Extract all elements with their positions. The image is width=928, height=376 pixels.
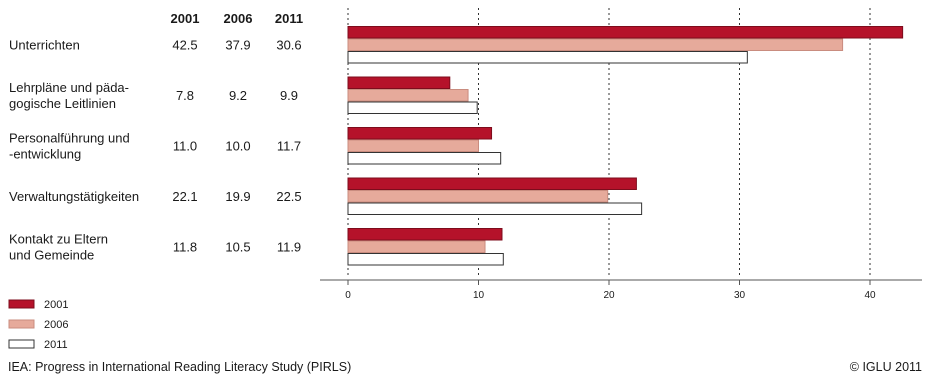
- x-axis: 0 10 20 30 40: [320, 279, 922, 301]
- value-label-2006-0: 37.9: [225, 37, 250, 52]
- x-tick-label-0: 0: [345, 290, 351, 301]
- category-labels: Unterrichten Lehrpläne und päda-gogische …: [9, 37, 139, 262]
- bars: [347, 26, 904, 266]
- x-tick-label-20: 20: [603, 290, 615, 301]
- legend-label-2001: 2001: [44, 299, 68, 311]
- column-header-2006: 2006: [224, 11, 253, 26]
- value-label-2001-2: 11.0: [173, 138, 197, 153]
- bar-2011-0: [347, 51, 748, 64]
- value-label-2001-3: 22.1: [172, 189, 197, 204]
- category-label-3: Verwaltungstätigkeiten: [9, 189, 139, 204]
- value-label-2011-0: 30.6: [276, 37, 301, 52]
- bar-2001-1: [347, 76, 451, 89]
- bar-2006-1: [347, 89, 469, 102]
- x-tick-label-10: 10: [473, 290, 485, 301]
- value-label-2011-2: 11.7: [277, 138, 301, 153]
- copyright-note: © IGLU 2011: [850, 360, 922, 374]
- category-label-1: Lehrpläne und päda-gogische Leitlinien: [9, 80, 129, 111]
- bar-2006-4: [347, 240, 486, 253]
- value-label-2011-4: 11.9: [277, 239, 301, 254]
- bar-2011-1: [347, 101, 478, 114]
- category-label-0: Unterrichten: [9, 37, 80, 52]
- bar-2001-3: [347, 177, 637, 190]
- legend: 2001 2006 2011: [8, 299, 68, 351]
- bar-2006-3: [347, 190, 609, 203]
- column-headers: 2001 2006 2011: [171, 11, 304, 26]
- legend-swatch-2006: [8, 319, 35, 329]
- x-tick-label-40: 40: [864, 290, 876, 301]
- legend-swatch-2001: [8, 299, 35, 309]
- bar-2006-0: [347, 38, 844, 51]
- category-label-4: Kontakt zu Eltern und Gemeinde: [9, 231, 108, 262]
- x-tick-label-30: 30: [734, 290, 746, 301]
- value-label-2006-3: 19.9: [225, 189, 250, 204]
- value-label-2011-3: 22.5: [276, 189, 301, 204]
- bar-2001-4: [347, 228, 503, 241]
- legend-label-2011: 2011: [44, 339, 68, 351]
- bar-2011-3: [347, 202, 643, 215]
- bar-2011-4: [347, 253, 504, 266]
- column-header-2001: 2001: [171, 11, 200, 26]
- bar-2006-2: [347, 139, 479, 152]
- column-header-2011: 2011: [275, 11, 303, 26]
- value-label-2006-4: 10.5: [225, 239, 250, 254]
- bar-2011-2: [347, 152, 502, 165]
- legend-label-2006: 2006: [44, 319, 68, 331]
- value-label-2001-1: 7.8: [176, 88, 194, 103]
- value-table: 42.5 37.9 30.6 7.8 9.2 9.9 11.0 10.0 11.7 22.1 19.…: [172, 37, 301, 254]
- value-label-2001-4: 11.8: [173, 239, 197, 254]
- bar-2001-0: [347, 26, 904, 39]
- value-label-2006-1: 9.2: [229, 88, 247, 103]
- source-footnote: IEA: Progress in International Reading L…: [8, 360, 351, 374]
- bar-2001-2: [347, 127, 493, 140]
- value-label-2006-2: 10.0: [225, 138, 250, 153]
- value-label-2011-1: 9.9: [280, 88, 298, 103]
- value-label-2001-0: 42.5: [172, 37, 197, 52]
- legend-swatch-2011: [8, 339, 35, 349]
- category-label-2: Personalführung und -entwicklung: [9, 130, 130, 161]
